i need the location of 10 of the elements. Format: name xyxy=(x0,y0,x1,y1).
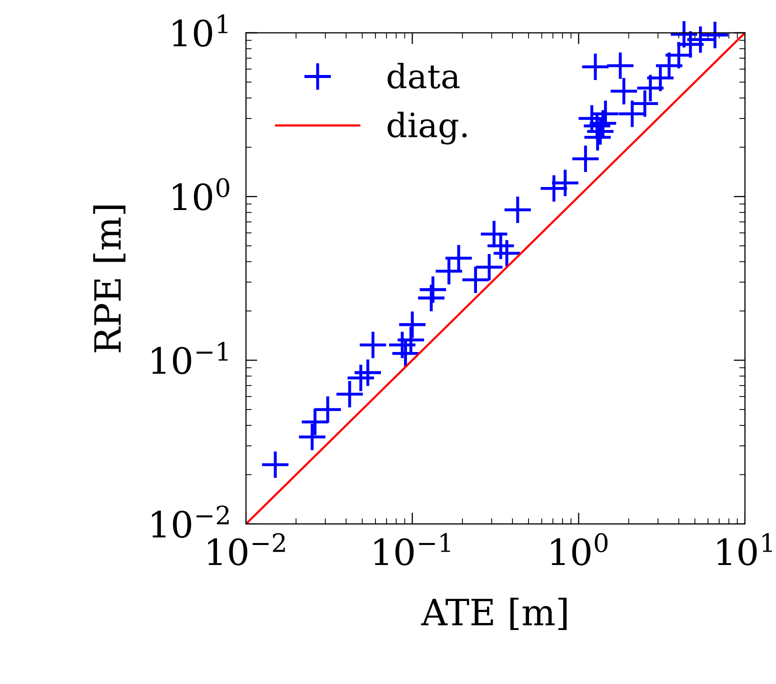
x-tick-label: 10$^{0}$ xyxy=(551,533,608,566)
y-tick-label: 10$^{−1}$ xyxy=(152,342,228,374)
y-tick-label: 10$^{0}$ xyxy=(172,178,230,211)
x-tick-label: 10$^{1}$ xyxy=(718,533,772,566)
y-tick-label: 10$^{1}$ xyxy=(172,14,228,47)
x-tick-label: 10$^{−1}$ xyxy=(374,533,450,566)
x-axis-title: ATE [m] xyxy=(421,598,567,630)
y-axis-title: RPE [m] xyxy=(93,206,126,352)
legend-label: data xyxy=(388,62,460,89)
legend-label: diag. xyxy=(388,112,467,144)
